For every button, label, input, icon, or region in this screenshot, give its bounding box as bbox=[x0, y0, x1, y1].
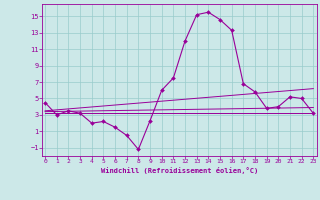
X-axis label: Windchill (Refroidissement éolien,°C): Windchill (Refroidissement éolien,°C) bbox=[100, 167, 258, 174]
